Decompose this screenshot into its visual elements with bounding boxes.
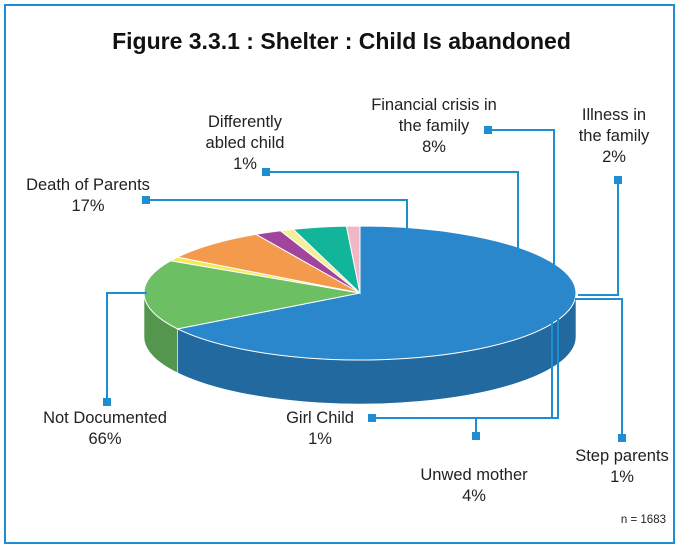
slice-not-documented <box>176 225 577 361</box>
pie-side-walls <box>143 292 577 405</box>
leader-line-7 <box>372 318 553 419</box>
slice-label-line: Girl Child <box>286 409 354 427</box>
slice-label-line: the family <box>398 117 470 135</box>
leader-marker-5 <box>618 434 626 442</box>
slice-label-line: Differently <box>208 113 282 131</box>
leader-line-4 <box>578 180 619 296</box>
leader-marker-2 <box>262 168 270 176</box>
slice-percent: 2% <box>602 148 626 166</box>
leader-line-5 <box>575 298 623 438</box>
slice-percent: 4% <box>462 487 486 505</box>
slice-label-line: abled child <box>205 134 285 152</box>
slice-label-line: Unwed mother <box>420 466 528 484</box>
slice-percent: 1% <box>233 155 257 173</box>
slice-percent: 1% <box>610 468 634 486</box>
leader-marker-1 <box>142 196 150 204</box>
leader-marker-4 <box>614 176 622 184</box>
slice-label-line: the family <box>578 127 650 145</box>
slice-label-girl-child: Girl Child 1% <box>268 408 372 450</box>
slice-label-not-documented: Not Documented 66% <box>20 408 190 450</box>
pie-top-faces <box>143 225 577 361</box>
leader-line-3 <box>488 129 555 270</box>
slice-label-illness-in-the-family: Illness in the family 2% <box>558 105 670 168</box>
leader-lines <box>103 126 626 442</box>
leader-line-1 <box>146 199 408 244</box>
slice-percent: 17% <box>71 197 105 215</box>
slice-label-line: Financial crisis in <box>371 96 497 114</box>
leader-marker-0 <box>103 398 111 406</box>
slice-percent: 8% <box>422 138 446 156</box>
slice-death-of-parents <box>143 260 361 330</box>
slice-label-line: Illness in <box>581 106 647 124</box>
leader-line-0 <box>106 292 147 402</box>
slice-financial-crisis-in-the-family <box>176 233 361 294</box>
chart-title: Figure 3.3.1 : Shelter : Child Is abando… <box>112 28 571 54</box>
sample-size-note: n = 1683 <box>620 514 666 526</box>
slice-label-line: Step parents <box>575 447 669 465</box>
slice-label-line: Death of Parents <box>26 176 150 194</box>
slice-label-financial-crisis-in-the-family: Financial crisis in the family 8% <box>345 95 523 158</box>
slice-percent: 1% <box>308 430 332 448</box>
leader-marker-7 <box>368 414 376 422</box>
slice-label-line: Not Documented <box>43 409 167 427</box>
leader-line-2 <box>266 171 519 262</box>
slice-label-unwed-mother: Unwed mother 4% <box>398 465 550 507</box>
slice-label-differently-abled-child: Differently abled child 1% <box>180 112 310 175</box>
leader-marker-6 <box>472 432 480 440</box>
leader-marker-3 <box>484 126 492 134</box>
slice-percent: 66% <box>88 430 122 448</box>
slice-label-step-parents: Step parents 1% <box>552 446 683 488</box>
slice-label-death-of-parents: Death of Parents 17% <box>18 175 158 217</box>
slice-girl-child <box>345 225 361 294</box>
